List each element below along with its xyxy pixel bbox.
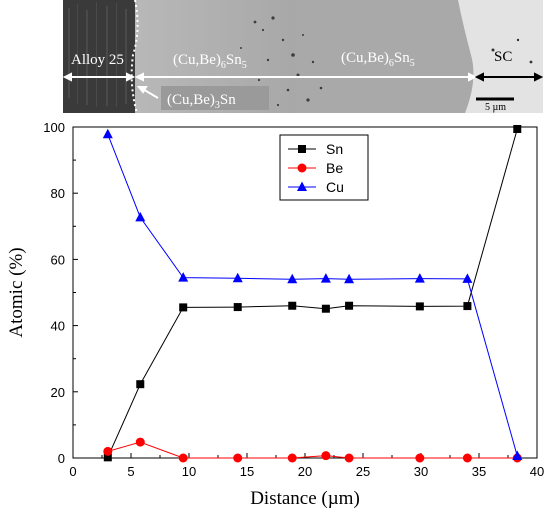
data-point-be	[178, 453, 188, 463]
y-axis-label: Atomic (%)	[6, 247, 27, 337]
sc-region	[458, 0, 543, 113]
data-point-be	[462, 453, 472, 463]
x-tick-label: 5	[127, 464, 134, 479]
data-point-cu	[135, 211, 146, 222]
legend-label-be: Be	[326, 160, 343, 176]
data-point-sn	[415, 302, 424, 311]
data-point-cu	[320, 273, 331, 283]
sc-spots	[491, 38, 533, 64]
data-point-cu	[287, 273, 298, 284]
data-point-be	[233, 453, 243, 463]
y-tick-label: 60	[51, 252, 65, 267]
sc-arrow	[474, 72, 543, 82]
data-point-cu	[414, 273, 425, 283]
data-point-sn	[288, 301, 297, 310]
label-phase-c: (Cu,Be)6Sn5	[341, 50, 415, 69]
phase-c-region	[295, 0, 475, 113]
sem-micrograph: Alloy 25 (Cu,Be)6Sn5 (Cu,Be)6Sn5 SC (Cu,…	[63, 0, 543, 113]
x-axis-label: Distance (µm)	[250, 488, 360, 509]
y-tick-label: 0	[58, 451, 65, 466]
legend-marker-cu	[297, 181, 307, 191]
data-point-be	[415, 453, 425, 463]
scale-bar-label: 5 µm	[485, 102, 506, 113]
data-point-sn	[233, 303, 242, 312]
label-phase-a: (Cu,Be)6Sn5	[173, 52, 247, 71]
series-line-be	[107, 441, 518, 459]
series-markers	[102, 124, 523, 463]
x-tick-label: 10	[182, 464, 196, 479]
legend-label-sn: Sn	[326, 141, 343, 157]
phase-b-label-box	[161, 86, 269, 110]
x-tick-label: 25	[356, 464, 370, 479]
data-point-sn	[136, 380, 145, 389]
data-point-sn	[103, 453, 112, 462]
data-point-sn	[345, 301, 354, 310]
x-tick-label: 40	[530, 464, 544, 479]
y-tick-label: 20	[51, 385, 65, 400]
x-tick-label: 20	[298, 464, 312, 479]
data-point-sn	[179, 303, 188, 312]
data-point-be	[287, 453, 297, 463]
data-point-be	[321, 451, 331, 461]
y-tick-label: 40	[51, 319, 65, 334]
composition-chart: 0 5 10 15 20 25 30 35 40 0 20 40 60 80 100 Distance (µ…	[6, 120, 544, 509]
legend: Sn Be Cu	[279, 134, 369, 201]
porous-band	[240, 16, 323, 107]
data-point-sn	[463, 302, 472, 311]
x-tick-label: 0	[69, 464, 76, 479]
series-line-sn	[107, 128, 518, 458]
alloy-texture	[68, 2, 127, 107]
data-point-cu	[232, 272, 243, 283]
x-tick-label: 30	[414, 464, 428, 479]
legend-marker-sn	[298, 145, 306, 153]
data-point-cu	[344, 273, 355, 284]
data-point-cu	[178, 272, 189, 282]
data-point-cu	[462, 273, 473, 283]
y-tick-label: 80	[51, 186, 65, 201]
data-point-cu	[512, 450, 523, 461]
label-phase-b: (Cu,Be)3Sn	[167, 92, 236, 111]
series-line-cu	[107, 134, 518, 457]
region-arrows	[63, 72, 478, 99]
x-tick-label: 15	[240, 464, 254, 479]
alloy-region	[63, 0, 135, 113]
interface-line	[130, 0, 139, 113]
data-point-be	[344, 453, 354, 463]
data-point-cu	[102, 128, 113, 139]
series-lines	[107, 128, 518, 459]
axis-ticks: 0 5 10 15 20 25 30 35 40 0 20 40 60 80 100	[43, 120, 544, 479]
data-point-be	[135, 437, 145, 447]
y-tick-label: 100	[43, 120, 65, 135]
data-point-be	[103, 446, 113, 456]
x-tick-label: 35	[472, 464, 486, 479]
label-sc: SC	[494, 49, 512, 65]
label-alloy: Alloy 25	[71, 52, 124, 68]
legend-marker-be	[297, 163, 307, 173]
data-point-sn	[513, 124, 522, 133]
legend-label-cu: Cu	[326, 179, 344, 195]
data-point-sn	[321, 304, 330, 313]
